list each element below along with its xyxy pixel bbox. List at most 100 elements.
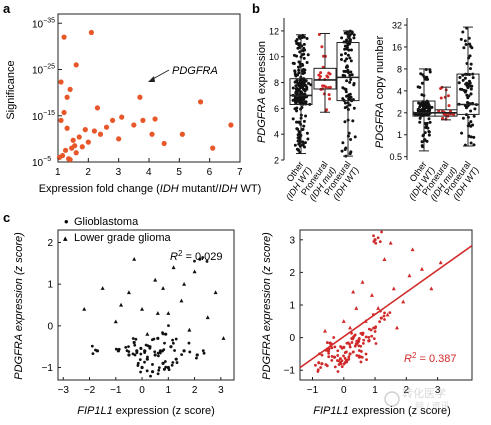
panel-c-right-xlabel: FIP1L1 expression (z score) [313, 405, 451, 417]
panel-b-left-point [343, 148, 347, 152]
panel-c-right-point-glioblastoma [376, 236, 380, 240]
panel-c-right-point-glioblastoma [373, 238, 377, 242]
panel-b-right-point [461, 116, 465, 120]
panel-b-left-point [340, 36, 344, 40]
watermark: 转化医学 网 / 资讯 [384, 386, 450, 411]
panel-c-right-point-glioblastoma [316, 370, 320, 373]
panel-b-right-ytick-label: 16 [392, 42, 402, 52]
panel-b-left-point [343, 47, 347, 51]
panel-c-right-point-glioblastoma [357, 336, 361, 340]
panel-c-left-point-glioblastoma [171, 361, 175, 364]
panel-b-right-point [446, 94, 450, 98]
panel-a-ytick-label: 10−35 [32, 17, 55, 30]
panel-a-ylabel: Significance [5, 60, 17, 119]
panel-c-right-point-glioblastoma [350, 341, 354, 344]
panel-a-ytick-label: 10−5 [32, 156, 51, 169]
panel-c-left-point-glioblastoma [134, 337, 138, 341]
panel-a-point [59, 152, 66, 159]
panel-c-right-point-glioblastoma [343, 356, 347, 360]
panel-b-left-point [302, 56, 306, 60]
panel-b-left-point [352, 81, 356, 85]
panel-letter-a: a [3, 1, 11, 16]
panel-b-left-ytick-label: 4 [274, 130, 279, 140]
panel-b-left-point [345, 65, 349, 69]
panel-b-left-point [304, 100, 308, 104]
panel-a-point [131, 122, 137, 128]
panel-c-left-point-glioblastoma [157, 366, 161, 370]
panel-b-left-point [306, 137, 310, 141]
panel-b-left-point [301, 63, 305, 67]
panel-b-left-ytick-label: 10 [269, 52, 279, 62]
panel-b-left-categories: Other(IDH WT)Proneural(IDH mut)Proneural… [284, 159, 361, 202]
panel-b-left-point [342, 40, 346, 44]
panel-c-left-xtick-label: 2 [192, 385, 198, 396]
panel-b-right-point [441, 116, 445, 120]
panel-a-point [91, 128, 97, 134]
panel-b-left-point [345, 38, 349, 42]
panel-c-left-point-glioblastoma [182, 349, 186, 353]
panel-b-right-point [469, 109, 473, 113]
panel-c-right-point-glioblastoma [325, 341, 329, 344]
panel-c-right-ylabel: PDGFRA expression (z score) [261, 232, 273, 380]
panel-b-left-point [301, 127, 305, 131]
panel-b-right: PDGFRA copy number 0.5 1 2 4 8 16 32 Other(IDH… [374, 18, 481, 203]
panel-b-right-ytick-label: 2 [397, 108, 402, 118]
panel-c-left-point-glioblastoma [124, 345, 128, 349]
panel-c-left-point-lgg [192, 269, 197, 274]
panel-a-point [85, 139, 91, 145]
panel-c-right-point-glioblastoma [378, 320, 382, 324]
panel-b-left-point [345, 79, 349, 83]
panel-b-left-point [296, 133, 300, 137]
panel-b-left-point [349, 137, 353, 141]
panel-c-left-point-glioblastoma [162, 367, 166, 371]
panel-b-left-point [301, 143, 305, 147]
panel-c-right-point-glioblastoma [343, 361, 347, 364]
panel-c-right-point-lgg [351, 289, 356, 294]
panel-a-ytick-label: 10−25 [32, 64, 55, 77]
panel-c-right-point-glioblastoma [339, 362, 343, 366]
panel-a-annotation: PDGFRA [172, 65, 218, 77]
panel-b-right-point [427, 130, 431, 134]
panel-a-point [61, 34, 67, 40]
panel-c-left-point-glioblastoma [136, 364, 140, 367]
panel-b-right-point [437, 109, 441, 113]
panel-c-left-xlabel-italic: FIP1L1 [77, 405, 112, 417]
panel-c-left-point-glioblastoma [156, 372, 160, 376]
panel-c-right-xticks: −1 0 1 2 3 [307, 377, 441, 396]
panel-c-right-point-glioblastoma [374, 241, 378, 245]
panel-b-left-point [298, 81, 302, 85]
panel-b-right-point [418, 120, 422, 124]
panel-c-right-point-glioblastoma [372, 234, 375, 238]
panel-c-left-point-glioblastoma [195, 353, 199, 357]
panel-b-right-point [420, 140, 424, 144]
panel-c-right-point-glioblastoma [357, 349, 361, 352]
panel-b-left-ytick-label: 8 [274, 78, 279, 88]
panel-b-left-point [302, 80, 306, 84]
panel-a-xtick-label: 6 [207, 167, 213, 178]
panel-b-right-point [428, 68, 432, 72]
panel-c-right-point-lgg [369, 293, 374, 297]
panel-b-right-point [467, 79, 471, 83]
panel-b-left-point [301, 72, 305, 76]
panel-b-right-point [426, 77, 430, 81]
panel-b-left-point [324, 85, 328, 89]
panel-b-right-point [459, 37, 463, 41]
panel-a-point [116, 136, 122, 142]
panel-b-left-point [302, 42, 306, 46]
panel-c-left-ytick-label: 2 [47, 238, 53, 249]
panel-b-right-point [461, 78, 465, 82]
panel-c-left-point-lgg [179, 298, 184, 303]
panel-b-right-categories: Other(IDH WT)Proneural(IDH mut)Proneural… [407, 159, 481, 202]
panel-c-right-point-glioblastoma [348, 345, 352, 349]
panel-b-left-point [301, 140, 305, 144]
panel-a-point [119, 114, 125, 120]
panel-b-right-point [447, 104, 451, 108]
panel-c-left-point-glioblastoma [205, 260, 209, 263]
panel-c-right-point-glioblastoma [354, 342, 358, 346]
panel-b-right-point [464, 43, 468, 47]
panel-b-left-point [326, 75, 330, 79]
panel-b-left-point [343, 87, 347, 91]
panel-b-left-point [344, 90, 348, 94]
panel-b-right-point [472, 143, 476, 147]
panel-c-left-point-lgg [171, 265, 176, 270]
